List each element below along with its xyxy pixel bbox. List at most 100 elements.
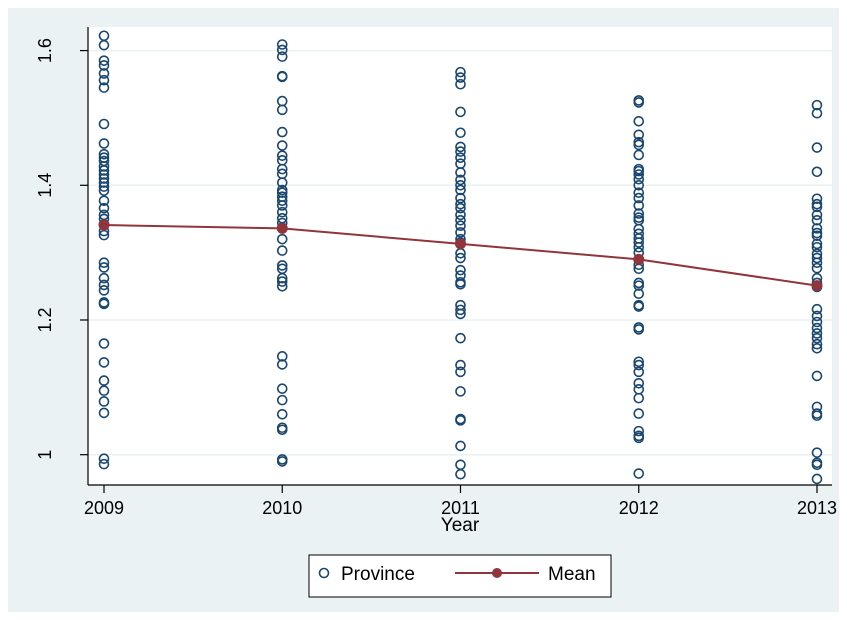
- province-point: [455, 264, 466, 276]
- province-point: [633, 192, 645, 204]
- province-point: [455, 415, 466, 426]
- province-point: [811, 252, 823, 264]
- province-series: [98, 30, 823, 485]
- province-point: [98, 202, 110, 214]
- province-point: [276, 126, 288, 138]
- province-point: [98, 272, 110, 284]
- province-point: [98, 396, 110, 407]
- province-point: [811, 447, 823, 458]
- province-point: [455, 332, 466, 344]
- mean-point: [455, 238, 466, 250]
- province-point: [811, 142, 823, 153]
- province-point: [98, 60, 110, 71]
- province-point: [276, 39, 288, 50]
- province-point: [98, 74, 110, 86]
- province-point: [98, 118, 110, 130]
- province-point: [811, 209, 823, 221]
- province-point: [811, 193, 823, 205]
- province-point: [633, 179, 645, 191]
- province-point: [98, 138, 110, 149]
- province-point: [98, 279, 110, 291]
- province-point: [633, 377, 645, 389]
- province-point: [633, 301, 645, 312]
- province-point: [276, 260, 288, 271]
- province-point: [276, 276, 288, 287]
- province-point: [633, 200, 645, 211]
- province-point: [633, 432, 645, 444]
- province-point: [98, 458, 110, 470]
- province-point: [633, 366, 645, 378]
- province-point: [455, 227, 466, 238]
- province-point: [98, 177, 110, 188]
- province-point: [633, 115, 645, 127]
- province-point: [276, 351, 288, 362]
- y-tick-label: 1: [35, 450, 55, 460]
- province-point: [455, 215, 466, 226]
- province-point: [98, 68, 110, 79]
- province-point: [276, 456, 288, 467]
- province-point: [455, 220, 466, 231]
- province-point: [455, 359, 466, 371]
- province-point: [633, 324, 645, 335]
- province-point: [811, 338, 823, 350]
- province-point: [811, 328, 823, 339]
- province-point: [811, 473, 823, 485]
- province-point: [811, 215, 823, 226]
- x-tick-label: 2010: [262, 498, 302, 518]
- province-point: [98, 453, 110, 465]
- province-point: [633, 359, 645, 371]
- legend-box: [308, 554, 612, 598]
- x-tick-label: 2011: [441, 498, 480, 518]
- province-point: [98, 285, 110, 296]
- province-point: [98, 407, 110, 419]
- plot-area: [88, 27, 832, 485]
- province-point: [98, 357, 110, 368]
- province-point: [633, 392, 645, 404]
- province-point: [811, 230, 823, 242]
- province-point: [455, 78, 466, 90]
- province-point: [455, 152, 466, 163]
- legend-province-marker: [318, 567, 330, 579]
- province-point: [811, 201, 823, 213]
- province-point: [276, 104, 288, 116]
- province-point: [633, 169, 645, 180]
- province-point: [811, 370, 823, 382]
- province-point: [98, 161, 110, 172]
- province-point: [276, 408, 288, 420]
- province-point: [98, 338, 110, 349]
- province-point: [633, 149, 645, 161]
- province-point: [455, 66, 466, 78]
- province-point: [276, 245, 288, 256]
- province-point: [98, 385, 110, 397]
- province-point: [455, 179, 466, 191]
- province-point: [811, 303, 823, 315]
- x-tick-label: 2012: [619, 498, 659, 518]
- province-point: [98, 173, 110, 184]
- province-point: [811, 316, 823, 328]
- province-point: [811, 223, 823, 234]
- province-point: [98, 298, 110, 310]
- province-point: [98, 169, 110, 180]
- legend-mean-marker: [492, 568, 502, 578]
- x-tick-label: 2009: [84, 498, 124, 518]
- legend: Province Mean: [308, 554, 612, 598]
- province-point: [98, 39, 110, 51]
- province-point: [276, 187, 288, 198]
- province-point: [276, 272, 288, 284]
- mean-point: [276, 222, 288, 234]
- province-point: [811, 332, 823, 344]
- province-point: [98, 375, 110, 386]
- province-point: [633, 129, 645, 141]
- province-point: [455, 304, 466, 316]
- mean-point: [633, 253, 645, 265]
- legend-province-label: Province: [341, 564, 415, 585]
- province-point: [633, 356, 645, 368]
- province-point: [811, 241, 823, 253]
- province-point: [276, 206, 288, 218]
- province-point: [455, 202, 466, 214]
- province-point: [633, 241, 645, 253]
- province-point: [455, 106, 466, 118]
- province-point: [455, 440, 466, 452]
- province-point: [276, 200, 288, 211]
- province-point: [633, 237, 645, 248]
